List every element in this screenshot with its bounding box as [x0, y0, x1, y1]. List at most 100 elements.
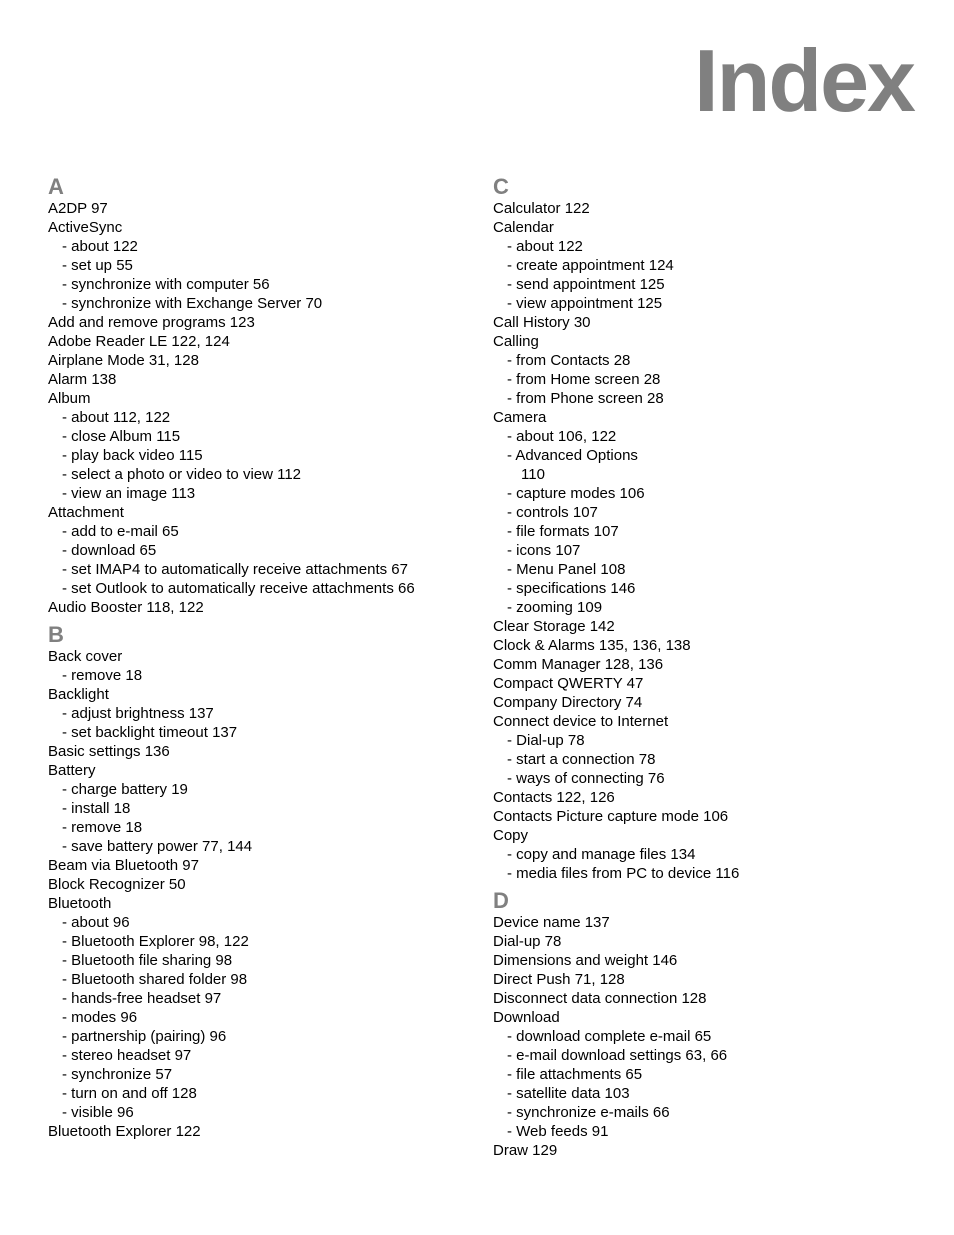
index-subentry: - turn on and off 128 [48, 1084, 469, 1103]
index-subentry: - Bluetooth shared folder 98 [48, 970, 469, 989]
index-subentry: - Web feeds 91 [493, 1122, 914, 1141]
index-subentry: - stereo headset 97 [48, 1046, 469, 1065]
index-subentry: - synchronize e-mails 66 [493, 1103, 914, 1122]
index-entry: Back cover [48, 647, 469, 666]
index-subentry: - remove 18 [48, 666, 469, 685]
index-subentry: - Dial-up 78 [493, 731, 914, 750]
index-entry: Calling [493, 332, 914, 351]
index-entry: Copy [493, 826, 914, 845]
index-subentry: - Bluetooth Explorer 98, 122 [48, 932, 469, 951]
index-subentry: - set up 55 [48, 256, 469, 275]
index-entry: Alarm 138 [48, 370, 469, 389]
index-entry: A2DP 97 [48, 199, 469, 218]
index-subentry: - zooming 109 [493, 598, 914, 617]
index-entry: Device name 137 [493, 913, 914, 932]
section-letter: C [493, 175, 914, 199]
index-entry: Dial-up 78 [493, 932, 914, 951]
index-entry: Attachment [48, 503, 469, 522]
index-entry: Camera [493, 408, 914, 427]
index-subentry: - Advanced Options [493, 446, 914, 465]
index-subentry: - about 112, 122 [48, 408, 469, 427]
index-entry: Beam via Bluetooth 97 [48, 856, 469, 875]
index-subentry: - synchronize 57 [48, 1065, 469, 1084]
index-subentry: 110 [493, 465, 914, 484]
index-entry: Clock & Alarms 135, 136, 138 [493, 636, 914, 655]
index-subentry: - partnership (pairing) 96 [48, 1027, 469, 1046]
left-column: AA2DP 97ActiveSync- about 122- set up 55… [48, 175, 489, 1160]
index-subentry: - synchronize with computer 56 [48, 275, 469, 294]
index-entry: Call History 30 [493, 313, 914, 332]
index-entry: Disconnect data connection 128 [493, 989, 914, 1008]
index-subentry: - start a connection 78 [493, 750, 914, 769]
index-subentry: - Bluetooth file sharing 98 [48, 951, 469, 970]
index-entry: Draw 129 [493, 1141, 914, 1160]
index-subentry: - download 65 [48, 541, 469, 560]
index-subentry: - about 122 [48, 237, 469, 256]
index-subentry: - set Outlook to automatically receive a… [48, 579, 469, 598]
index-entry: Compact QWERTY 47 [493, 674, 914, 693]
section-letter: A [48, 175, 469, 199]
index-entry: Adobe Reader LE 122, 124 [48, 332, 469, 351]
index-entry: Comm Manager 128, 136 [493, 655, 914, 674]
index-subentry: - install 18 [48, 799, 469, 818]
index-entry: Calendar [493, 218, 914, 237]
index-subentry: - about 106, 122 [493, 427, 914, 446]
index-entry: Basic settings 136 [48, 742, 469, 761]
index-subentry: - modes 96 [48, 1008, 469, 1027]
right-column: CCalculator 122Calendar- about 122- crea… [489, 175, 914, 1160]
index-subentry: - close Album 115 [48, 427, 469, 446]
index-subentry: - play back video 115 [48, 446, 469, 465]
index-subentry: - icons 107 [493, 541, 914, 560]
index-subentry: - file attachments 65 [493, 1065, 914, 1084]
index-subentry: - hands-free headset 97 [48, 989, 469, 1008]
index-subentry: - visible 96 [48, 1103, 469, 1122]
index-subentry: - controls 107 [493, 503, 914, 522]
index-entry: Album [48, 389, 469, 408]
index-subentry: - from Home screen 28 [493, 370, 914, 389]
index-entry: Direct Push 71, 128 [493, 970, 914, 989]
section-letter: B [48, 623, 469, 647]
index-entry: Calculator 122 [493, 199, 914, 218]
index-subentry: - capture modes 106 [493, 484, 914, 503]
index-subentry: - charge battery 19 [48, 780, 469, 799]
index-entry: Bluetooth Explorer 122 [48, 1122, 469, 1141]
index-subentry: - send appointment 125 [493, 275, 914, 294]
index-entry: Add and remove programs 123 [48, 313, 469, 332]
index-entry: Audio Booster 118, 122 [48, 598, 469, 617]
index-subentry: - view appointment 125 [493, 294, 914, 313]
index-subentry: - e-mail download settings 63, 66 [493, 1046, 914, 1065]
page-title: Index [694, 30, 914, 132]
index-entry: Block Recognizer 50 [48, 875, 469, 894]
index-subentry: - view an image 113 [48, 484, 469, 503]
index-entry: Connect device to Internet [493, 712, 914, 731]
index-entry: Contacts 122, 126 [493, 788, 914, 807]
index-entry: Battery [48, 761, 469, 780]
index-subentry: - about 96 [48, 913, 469, 932]
index-subentry: - specifications 146 [493, 579, 914, 598]
index-subentry: - synchronize with Exchange Server 70 [48, 294, 469, 313]
index-subentry: - from Contacts 28 [493, 351, 914, 370]
index-subentry: - Menu Panel 108 [493, 560, 914, 579]
index-entry: Bluetooth [48, 894, 469, 913]
index-subentry: - from Phone screen 28 [493, 389, 914, 408]
section-letter: D [493, 889, 914, 913]
index-entry: Clear Storage 142 [493, 617, 914, 636]
index-subentry: - ways of connecting 76 [493, 769, 914, 788]
index-subentry: - save battery power 77, 144 [48, 837, 469, 856]
index-entry: Contacts Picture capture mode 106 [493, 807, 914, 826]
index-subentry: - set IMAP4 to automatically receive att… [48, 560, 469, 579]
index-subentry: - about 122 [493, 237, 914, 256]
index-subentry: - download complete e-mail 65 [493, 1027, 914, 1046]
index-entry: Company Directory 74 [493, 693, 914, 712]
index-entry: Download [493, 1008, 914, 1027]
index-entry: Backlight [48, 685, 469, 704]
index-subentry: - remove 18 [48, 818, 469, 837]
index-entry: Airplane Mode 31, 128 [48, 351, 469, 370]
index-subentry: - adjust brightness 137 [48, 704, 469, 723]
index-entry: Dimensions and weight 146 [493, 951, 914, 970]
index-subentry: - create appointment 124 [493, 256, 914, 275]
index-subentry: - add to e-mail 65 [48, 522, 469, 541]
index-entry: ActiveSync [48, 218, 469, 237]
index-subentry: - media files from PC to device 116 [493, 864, 914, 883]
index-subentry: - satellite data 103 [493, 1084, 914, 1103]
